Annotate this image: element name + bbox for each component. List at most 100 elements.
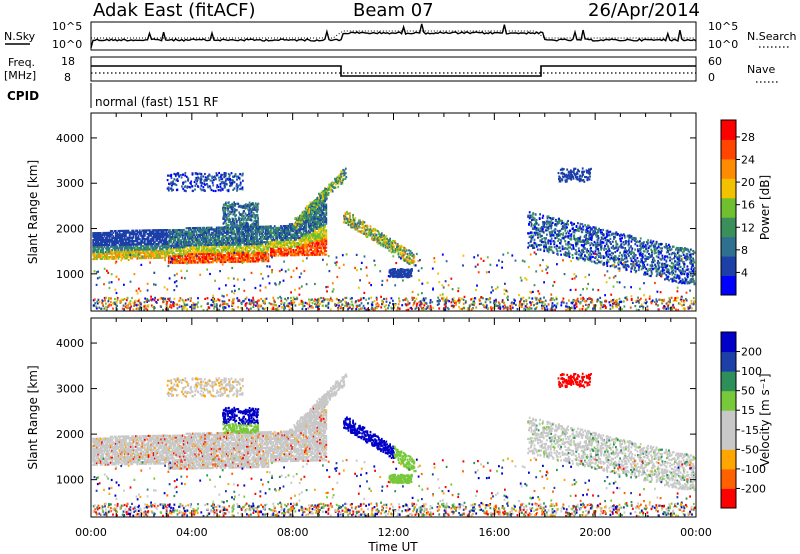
echo-cell (103, 231, 106, 235)
echo-cell (208, 256, 210, 259)
echo-cell (215, 243, 218, 246)
echo-cell (390, 240, 392, 244)
echo-cell (309, 214, 311, 217)
echo-cell (321, 238, 324, 241)
echo-cell (220, 231, 223, 234)
echo-cell (204, 230, 207, 233)
echo-cell (621, 255, 624, 258)
echo-cell (157, 244, 160, 247)
echo-cell (270, 227, 272, 230)
echo-cell (175, 254, 178, 258)
echo-cell (205, 233, 208, 236)
echo-cell (133, 239, 136, 243)
echo-cell (132, 233, 135, 236)
echo-cell (413, 255, 416, 258)
echo-cell (319, 217, 321, 220)
echo-cell (299, 250, 301, 253)
echo-cell (166, 229, 169, 232)
echo-cell (241, 257, 243, 260)
echo-cell (143, 257, 146, 260)
echo-cell (121, 254, 124, 257)
echo-cell (232, 238, 234, 241)
echo-cell (162, 244, 165, 247)
echo-cell (143, 239, 146, 242)
echo-cell (393, 251, 395, 254)
echo-cell (322, 229, 325, 232)
echo-cell (133, 243, 136, 246)
echo-cell (227, 212, 230, 215)
echo-cell (251, 244, 253, 247)
echo-cell (264, 254, 267, 258)
echo-cell (292, 248, 295, 252)
echo-cell (261, 249, 263, 252)
echo-cell (204, 252, 207, 255)
echo-cell (585, 234, 588, 237)
echo-cell (308, 209, 311, 212)
echo-cell (325, 222, 328, 225)
echo-cell (546, 233, 548, 236)
echo-cell (252, 258, 255, 261)
echo-cell (171, 253, 174, 256)
echo-cell (135, 255, 137, 258)
echo-cell (247, 231, 250, 234)
echo-cell (578, 177, 581, 181)
echo-cell (169, 237, 171, 240)
echo-cell (235, 257, 238, 260)
echo-cell (406, 261, 409, 264)
echo-cell (157, 241, 160, 244)
echo-cell (198, 233, 200, 236)
echo-cell (292, 228, 295, 231)
echo-cell (170, 239, 173, 242)
echo-cell (92, 245, 95, 249)
echo-cell (320, 207, 323, 210)
echo-cell (396, 274, 399, 277)
echo-cell (641, 257, 644, 260)
echo-cell (233, 187, 236, 190)
echo-cell (283, 225, 286, 228)
echo-cell (317, 207, 320, 210)
echo-cell (140, 232, 142, 236)
echo-cell (620, 253, 623, 257)
echo-cell (188, 244, 190, 247)
echo-cell (157, 237, 160, 240)
echo-cell (246, 236, 248, 239)
echo-cell (667, 275, 670, 278)
echo-cell (393, 245, 395, 248)
echo-cell (235, 246, 238, 250)
echo-cell (104, 233, 107, 236)
echo-cell (319, 251, 321, 255)
echo-cell (324, 187, 327, 190)
echo-cell (189, 252, 192, 256)
echo-cell (325, 217, 328, 220)
echo-cell (103, 257, 106, 260)
echo-cell (107, 250, 110, 253)
echo-cell (324, 225, 326, 229)
echo-cell (259, 232, 262, 235)
echo-cell (295, 248, 297, 252)
echo-cell (277, 244, 280, 247)
echo-cell (217, 185, 220, 188)
echo-cell (154, 232, 156, 235)
echo-cell (186, 244, 189, 247)
echo-cell (202, 188, 204, 191)
echo-cell (316, 208, 319, 212)
echo-cell (305, 221, 308, 224)
echo-cell (270, 242, 272, 245)
echo-cell (155, 248, 158, 251)
echo-cell (404, 269, 407, 272)
echo-cell (231, 218, 234, 221)
echo-cell (311, 233, 314, 236)
echo-cell (184, 185, 187, 188)
echo-cell (94, 257, 97, 261)
echo-cell (204, 245, 207, 248)
echo-cell (222, 255, 224, 258)
echo-cell (401, 273, 404, 276)
echo-cell (301, 250, 304, 253)
echo-cell (528, 221, 531, 224)
echo-cell (605, 241, 608, 244)
echo-cell (154, 244, 156, 247)
echo-cell (315, 239, 318, 243)
echo-cell (268, 235, 271, 238)
echo-cell (225, 238, 228, 241)
echo-cell (239, 241, 242, 244)
